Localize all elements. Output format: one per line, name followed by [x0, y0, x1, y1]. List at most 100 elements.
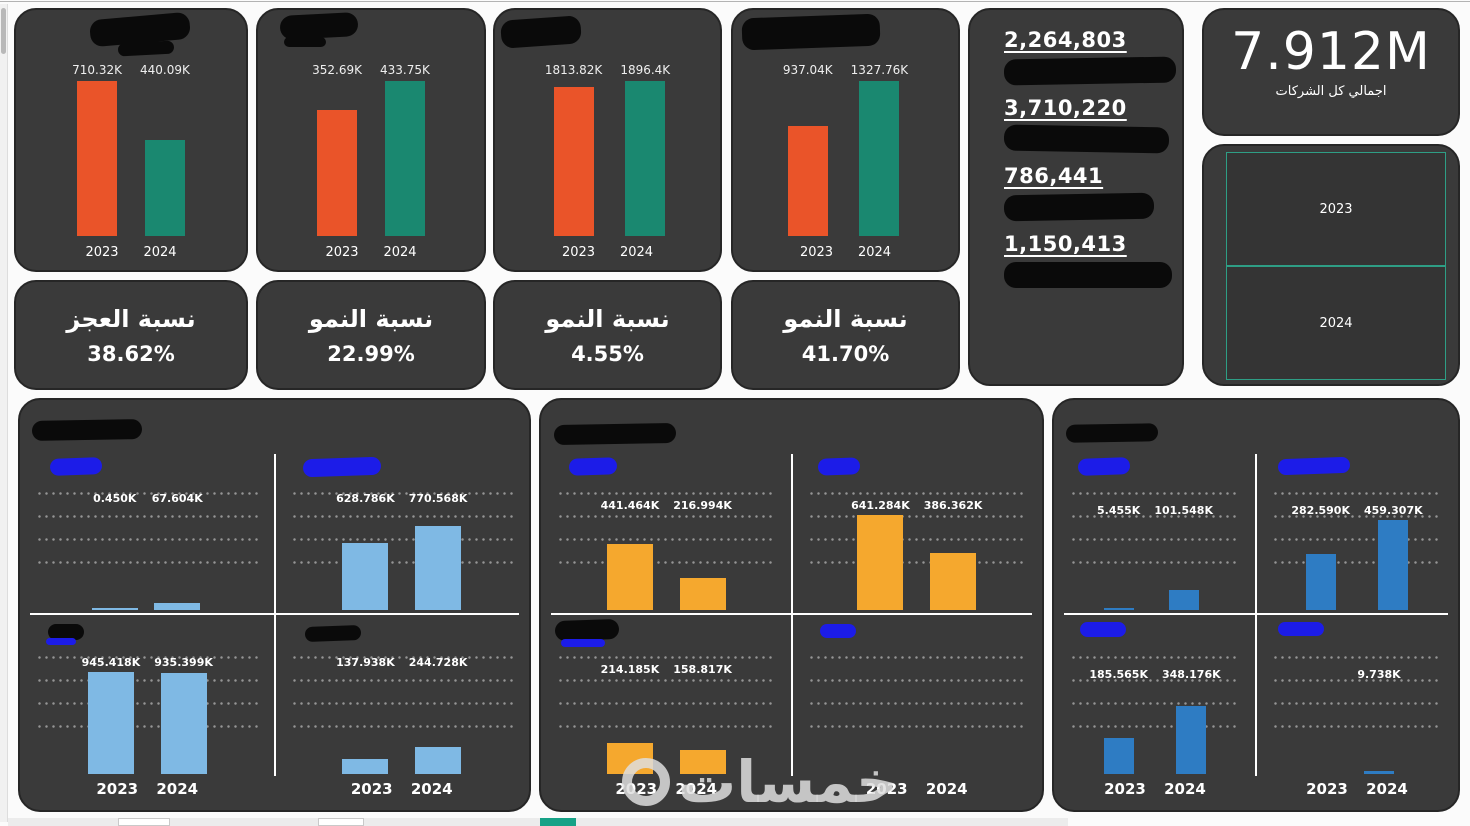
bar-value-label: 441.464K — [600, 499, 660, 512]
bar-2024[interactable] — [154, 602, 201, 610]
scrollbar-thumb[interactable] — [1, 8, 6, 54]
bar-2023[interactable] — [857, 515, 904, 610]
bar-2023[interactable] — [606, 544, 653, 610]
year-legend-card: 2023 2024 — [1202, 144, 1460, 386]
bar-value-label: 158.817K — [673, 663, 732, 676]
bar-value-label: 386.362K — [923, 499, 983, 512]
bar-2023[interactable] — [342, 758, 389, 774]
bar-2024[interactable] — [1168, 590, 1199, 610]
quadrant-chart: 0.450K 67.604K — [20, 450, 275, 612]
redaction-blob — [284, 37, 326, 47]
redaction-blob — [1065, 423, 1159, 443]
page-tab[interactable] — [118, 818, 170, 826]
bar-2024[interactable] — [679, 750, 726, 774]
x-axis-labels: 2023 2024 — [350, 780, 453, 798]
gridlines — [290, 646, 513, 738]
page-tab-active[interactable] — [540, 818, 576, 826]
quadrant-chart: 9.738K — [1256, 614, 1458, 776]
redaction-blob — [1003, 124, 1170, 154]
redaction-blob — [304, 625, 361, 642]
quadrant-divider-vertical — [790, 454, 793, 776]
quadrant-chart: 641.284K 386.362K — [792, 450, 1043, 612]
quadrant-chart: 137.938K 244.728K — [275, 614, 530, 776]
grand-total-subtitle: اجمالي كل الشركات — [1275, 84, 1387, 99]
redaction-blob — [1003, 192, 1155, 222]
quadrant-chart: 185.565K 348.176K — [1054, 614, 1256, 776]
x-axis-labels: 2023 2024 — [561, 245, 654, 260]
kpi-value: 2,264,803 — [1004, 28, 1127, 52]
bar-2023[interactable] — [91, 607, 138, 610]
redaction-blob — [1277, 456, 1351, 476]
redaction-blob — [31, 419, 143, 441]
redaction-blob — [553, 422, 677, 446]
bar-2024[interactable] — [415, 747, 462, 774]
gridlines — [807, 482, 1026, 574]
bar-2024[interactable] — [144, 139, 185, 236]
bar-2024[interactable] — [1363, 771, 1394, 774]
bar-value-label: 440.09K — [140, 63, 190, 77]
bar-value-label: 282.590K — [1291, 504, 1350, 517]
ratio-title: نسبة النمو — [545, 304, 670, 333]
quadrant-chart: 628.786K 770.568K — [275, 450, 530, 612]
x-axis-labels: 2023 2024 — [865, 780, 968, 798]
ratio-card-2: نسبة النمو 22.99% — [256, 280, 486, 390]
redaction-blob — [1077, 457, 1131, 476]
ratio-card-1: نسبة العجز 38.62% — [14, 280, 248, 390]
bar-value-label: 1327.76K — [850, 63, 909, 77]
top-chart-card-1: 710.32K 440.09K 2023 2024 — [14, 8, 248, 272]
ratio-value: 4.55% — [571, 341, 644, 366]
bar-2024[interactable] — [160, 673, 207, 774]
bar-2024[interactable] — [415, 526, 462, 610]
x-axis-labels: 2023 2024 — [1306, 780, 1408, 798]
kpi-list-card: 2,264,803 3,710,220 786,441 1,150,413 — [968, 8, 1184, 386]
bar-2023[interactable] — [1103, 608, 1134, 610]
redaction-blob — [48, 624, 84, 640]
bar-2023[interactable] — [77, 81, 118, 236]
bar-2023[interactable] — [342, 542, 389, 610]
bar-2024[interactable] — [384, 81, 425, 236]
bar-2024[interactable] — [859, 81, 900, 236]
page-tab[interactable] — [318, 818, 364, 826]
gridlines — [36, 646, 259, 738]
quadrant-divider-horizontal — [1064, 613, 1448, 615]
bottom-card-1: 0.450K 67.604K 628.786K 770.568K 945.418… — [18, 398, 531, 812]
bottom-tab-strip — [8, 818, 1068, 826]
quadrant-chart: 5.455K 101.548K — [1054, 450, 1256, 612]
bar-2023[interactable] — [1305, 554, 1336, 610]
bar-value-label: 216.994K — [673, 499, 732, 512]
quadrant-chart — [792, 614, 1043, 776]
bar-value-label: 710.32K — [72, 63, 122, 77]
bar-2024[interactable] — [679, 577, 726, 610]
bar-2024[interactable] — [625, 81, 666, 236]
top-chart-card-3: 1813.82K 1896.4K 2023 2024 — [493, 8, 722, 272]
bar-2024[interactable] — [1176, 705, 1207, 774]
ratio-title: نسبة العجز — [66, 304, 196, 333]
quadrant-divider-vertical — [1255, 454, 1257, 776]
redaction-blob — [554, 618, 620, 642]
bar-chart: 937.04K 1327.76K — [733, 63, 958, 236]
bar-value-label: 935.399K — [154, 656, 213, 669]
bar-value-label: 641.284K — [851, 499, 910, 512]
bar-2024[interactable] — [1378, 520, 1409, 610]
year-legend-item-2024[interactable]: 2024 — [1226, 266, 1446, 380]
redaction-blob — [302, 456, 381, 478]
bar-value-label: 433.75K — [380, 63, 430, 77]
year-legend-item-2023[interactable]: 2023 — [1226, 152, 1446, 266]
bar-2024[interactable] — [930, 553, 977, 610]
redaction-blob — [1003, 56, 1177, 86]
bar-2023[interactable] — [87, 672, 134, 774]
gridlines — [557, 482, 776, 574]
bar-2023[interactable] — [1103, 738, 1134, 774]
quadrant-chart: 214.185K 158.817K — [541, 614, 792, 776]
ratio-value: 38.62% — [87, 341, 175, 366]
grand-total-card: 7.912M اجمالي كل الشركات — [1202, 8, 1460, 136]
bar-value-label: 67.604K — [151, 492, 203, 505]
x-axis-labels: 2023 2024 — [799, 245, 892, 260]
gridlines — [1070, 482, 1240, 574]
bottom-card-2: 441.464K 216.994K 641.284K 386.362K 214.… — [539, 398, 1044, 812]
bar-2023[interactable] — [553, 87, 594, 236]
bar-2023[interactable] — [606, 742, 653, 774]
left-scrollbar[interactable] — [0, 4, 8, 822]
bar-2023[interactable] — [787, 125, 828, 236]
bar-2023[interactable] — [317, 110, 358, 236]
